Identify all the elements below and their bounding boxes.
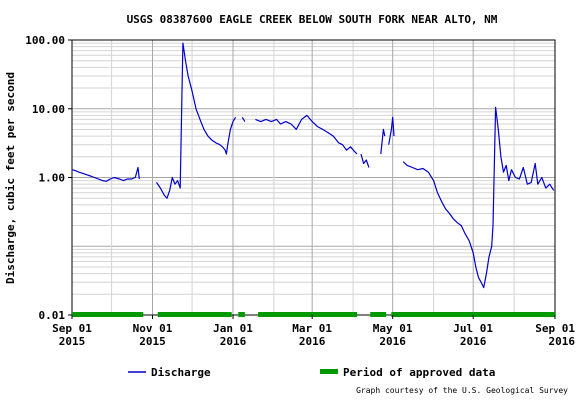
discharge-line-segment — [71, 166, 140, 182]
discharge-line-segment — [402, 106, 555, 289]
approved-period-bar — [391, 312, 555, 317]
x-tick-label: Jan 01 — [213, 322, 253, 335]
discharge-line-segment — [388, 116, 395, 145]
x-tick-year-label: 2015 — [59, 335, 86, 348]
approved-period-bar — [370, 312, 387, 317]
grid — [71, 40, 556, 315]
x-tick-year-label: 2016 — [460, 335, 487, 348]
y-tick-label: 0.01 — [39, 309, 66, 322]
x-tick-year-label: 2016 — [220, 335, 247, 348]
x-tick-year-label: 2016 — [549, 335, 576, 348]
discharge-series — [71, 42, 555, 289]
y-tick-label: 1.00 — [39, 172, 66, 185]
y-axis-label: Discharge, cubic feet per second — [4, 72, 17, 284]
approved-data-bar — [72, 312, 555, 317]
x-tick-label: Sep 01 — [52, 322, 92, 335]
y-axis-tick-labels: 0.01 1.00 10.00 100.00 — [25, 34, 72, 322]
y-tick-label: 10.00 — [32, 103, 65, 116]
x-tick-label: Mar 01 — [292, 322, 332, 335]
chart-title: USGS 08387600 EAGLE CREEK BELOW SOUTH FO… — [127, 13, 498, 26]
legend: Discharge Period of approved data — [128, 366, 495, 379]
approved-period-bar — [238, 312, 245, 317]
x-tick-year-label: 2016 — [379, 335, 406, 348]
x-tick-label: Jul 01 — [453, 322, 493, 335]
x-tick-label: Sep 01 — [535, 322, 575, 335]
y-tick-label: 100.00 — [25, 34, 65, 47]
x-tick-label: May 01 — [373, 322, 413, 335]
legend-approved-label: Period of approved data — [343, 366, 495, 379]
discharge-line-segment — [241, 116, 246, 122]
discharge-line-segment — [156, 42, 237, 199]
discharge-line-segment — [255, 114, 358, 155]
legend-discharge-label: Discharge — [151, 366, 211, 379]
legend-approved-swatch — [320, 369, 338, 374]
approved-period-bar — [72, 312, 144, 317]
approved-period-bar — [157, 312, 232, 317]
credit-line: Graph courtesy of the U.S. Geological Su… — [356, 386, 568, 395]
x-tick-label: Nov 01 — [133, 322, 173, 335]
approved-period-bar — [258, 312, 358, 317]
discharge-line-segment — [360, 153, 370, 168]
discharge-line-segment — [380, 128, 386, 155]
x-tick-year-label: 2015 — [139, 335, 166, 348]
x-tick-year-label: 2016 — [299, 335, 326, 348]
